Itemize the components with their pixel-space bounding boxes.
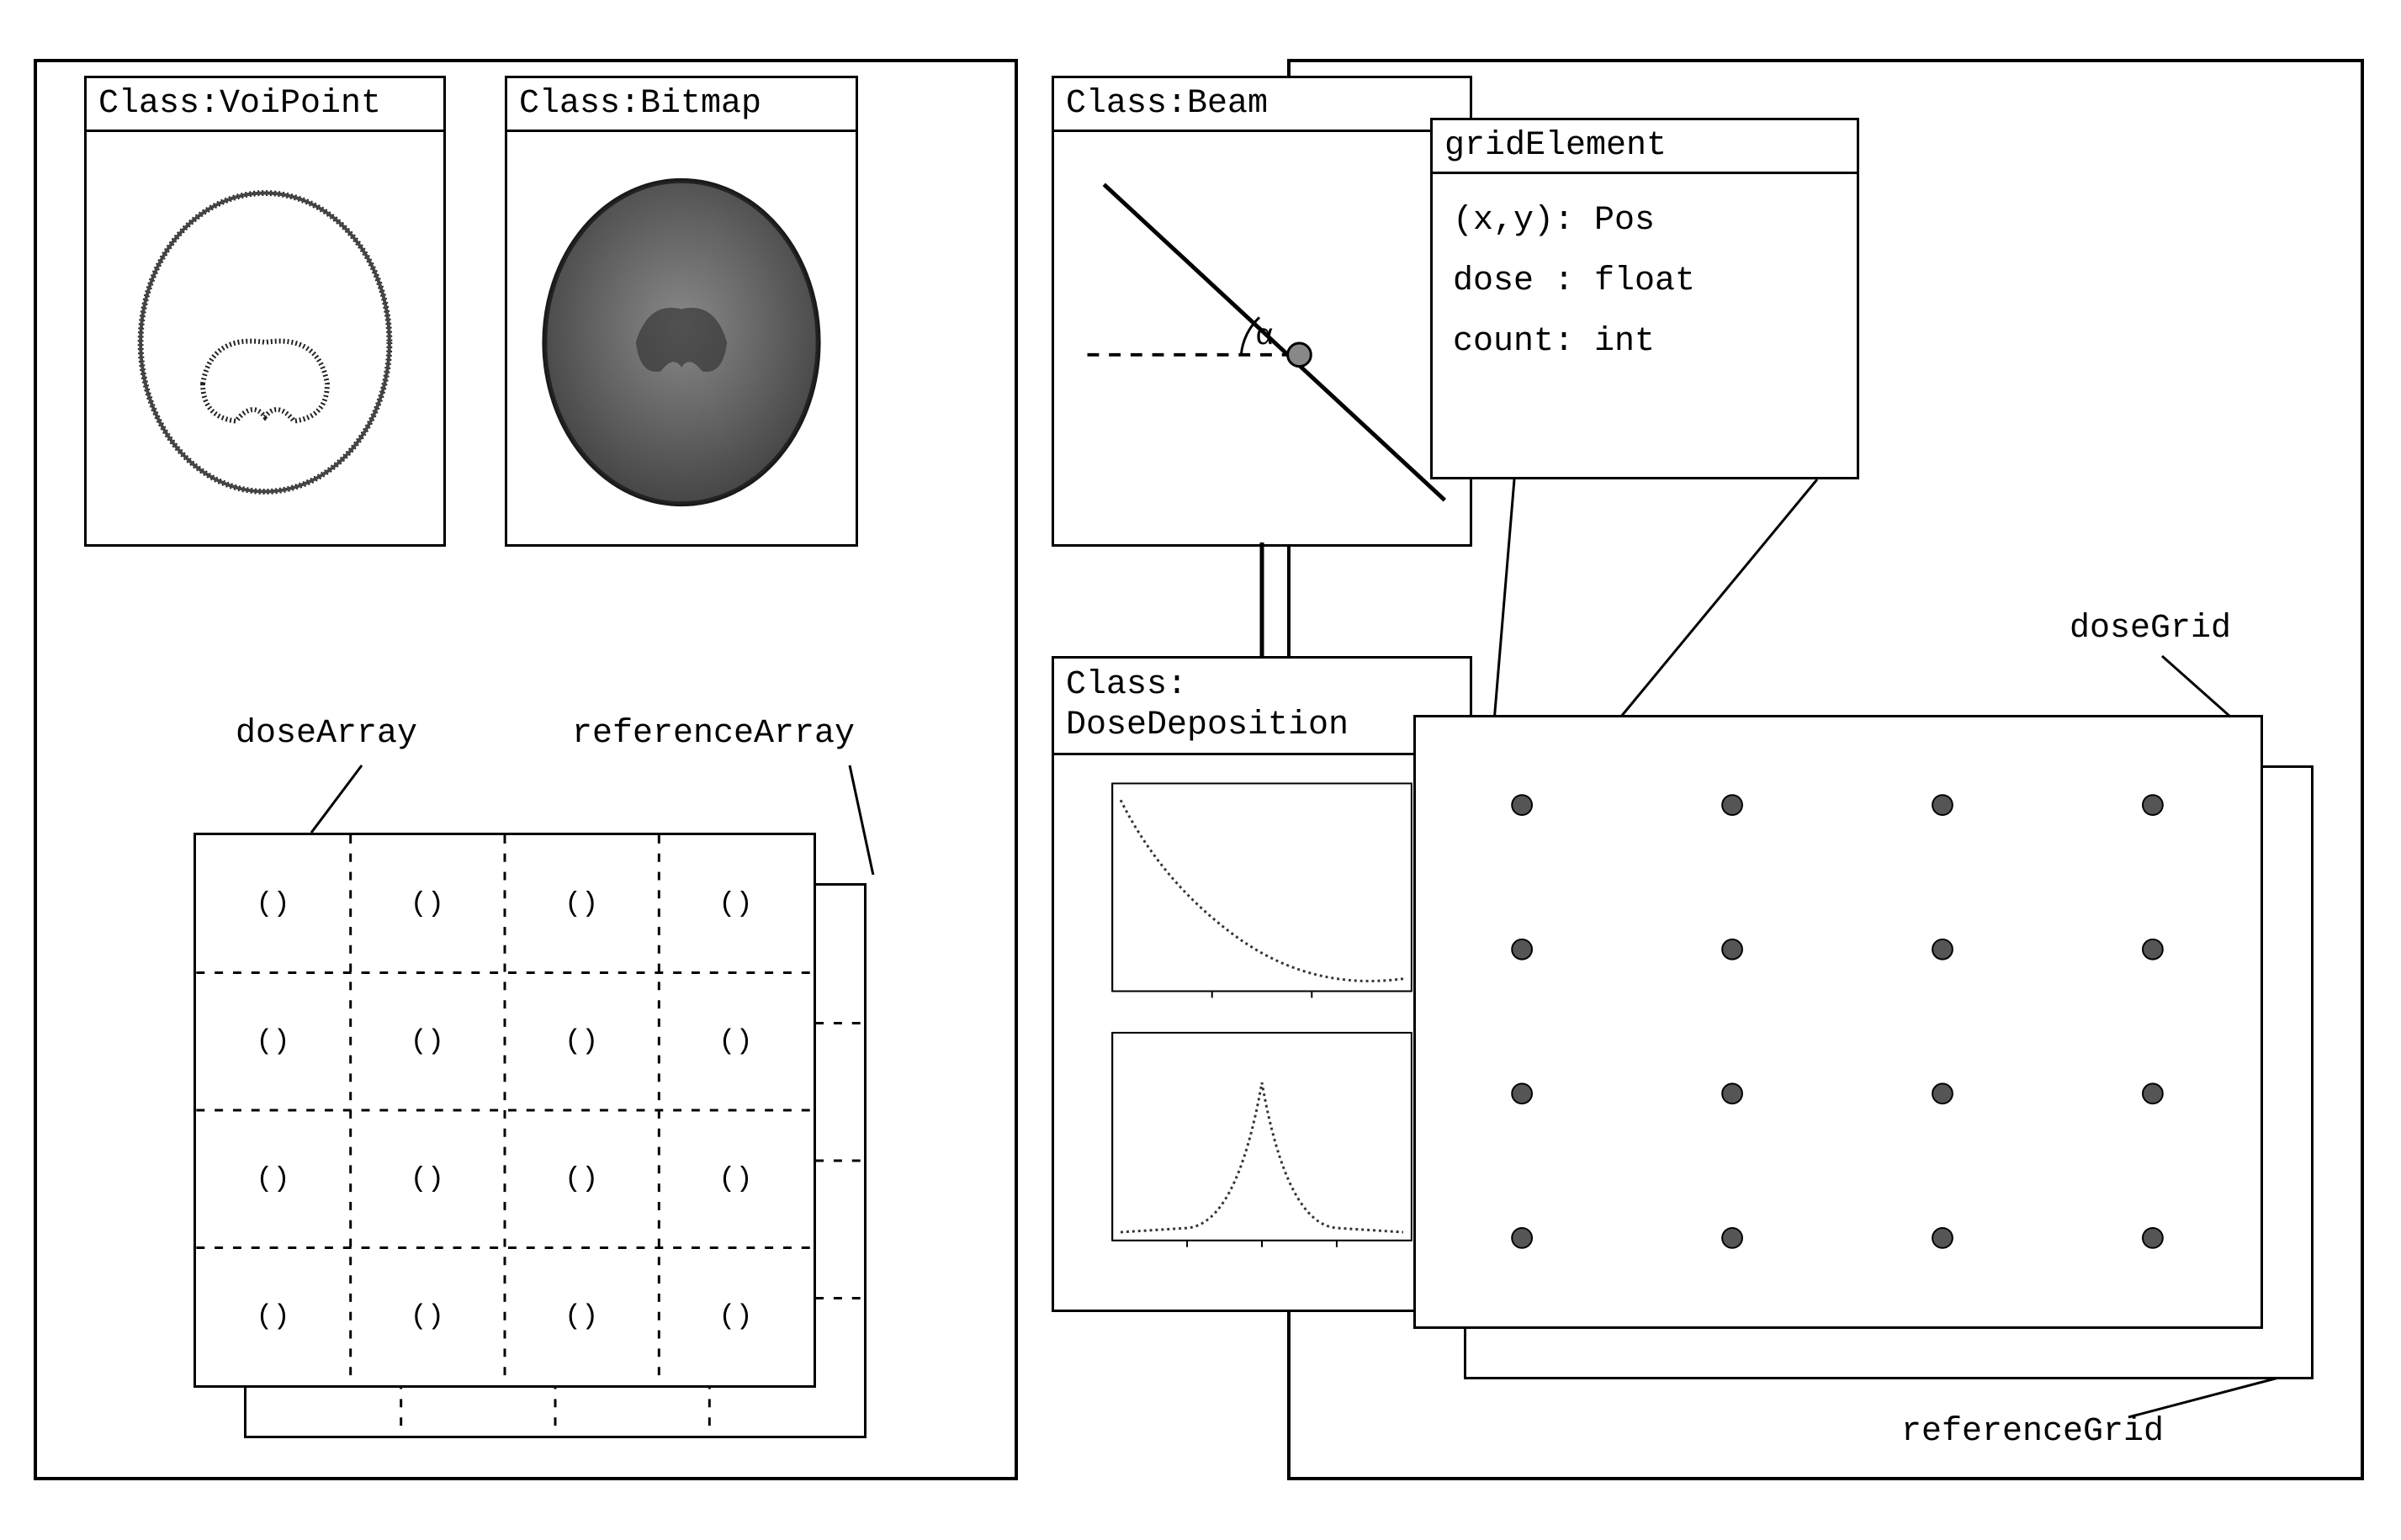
svg-text:(): () xyxy=(718,888,752,920)
svg-text:(): () xyxy=(564,1301,598,1333)
dd-title-l2: DoseDeposition xyxy=(1066,706,1349,744)
svg-text:(): () xyxy=(718,1301,752,1333)
class-bitmap-body xyxy=(507,132,856,553)
svg-text:(): () xyxy=(411,1301,444,1333)
bitmap-svg xyxy=(507,132,856,553)
ge-field-1: dose : float xyxy=(1453,251,1837,312)
beam-svg: α xyxy=(1054,132,1470,553)
beam-dd-connector xyxy=(1237,542,1287,660)
dd-title-l1: Class: xyxy=(1066,666,1187,704)
label-dosegrid: doseGrid xyxy=(2070,610,2231,648)
svg-text:(): () xyxy=(256,1163,289,1195)
svg-text:(): () xyxy=(256,1301,289,1333)
beam-alpha: α xyxy=(1255,319,1273,353)
svg-text:(): () xyxy=(411,1026,444,1058)
svg-text:(): () xyxy=(564,888,598,920)
class-gridelement: gridElement (x,y): Pos dose : float coun… xyxy=(1430,118,1859,479)
label-dosearray: doseArray xyxy=(236,715,417,753)
svg-text:(): () xyxy=(564,1026,598,1058)
class-bitmap: Class:Bitmap xyxy=(505,76,858,547)
class-voipoint-title: Class:VoiPoint xyxy=(87,78,443,132)
label-referencegrid: referenceGrid xyxy=(1901,1413,2164,1451)
voipoint-svg xyxy=(87,132,443,553)
svg-text:(): () xyxy=(564,1163,598,1195)
class-voipoint-body xyxy=(87,132,443,553)
class-dd-body xyxy=(1054,755,1470,1294)
diagram-root: Class:VoiPoint Class:Bitmap xyxy=(34,34,2367,1506)
ge-field-0: (x,y): Pos xyxy=(1453,191,1837,251)
class-bitmap-title: Class:Bitmap xyxy=(507,78,856,132)
label-referencearray: referenceArray xyxy=(572,715,855,753)
class-beam: Class:Beam α xyxy=(1052,76,1472,547)
class-dd-title: Class: DoseDeposition xyxy=(1054,659,1470,755)
class-dosedeposition: Class: DoseDeposition xyxy=(1052,656,1472,1312)
class-beam-body: α xyxy=(1054,132,1470,553)
dd-svg xyxy=(1054,755,1470,1294)
svg-text:(): () xyxy=(411,888,444,920)
svg-text:(): () xyxy=(256,888,289,920)
svg-text:(): () xyxy=(718,1026,752,1058)
ge-body: (x,y): Pos dose : float count: int xyxy=(1433,174,1857,389)
dose-grid-front xyxy=(1413,715,2263,1329)
ge-field-2: count: int xyxy=(1453,312,1837,373)
class-voipoint: Class:VoiPoint xyxy=(84,76,446,547)
dose-array-front: () () () () () () () () () () () () () () () () xyxy=(193,833,816,1388)
svg-text:(): () xyxy=(411,1163,444,1195)
dosegrid-svg xyxy=(1416,717,2261,1326)
svg-text:(): () xyxy=(718,1163,752,1195)
svg-text:(): () xyxy=(256,1026,289,1058)
dosearray-svg: () () () () () () () () () () () () () () () () xyxy=(196,835,814,1385)
class-beam-title: Class:Beam xyxy=(1054,78,1470,132)
ge-title: gridElement xyxy=(1433,120,1857,174)
